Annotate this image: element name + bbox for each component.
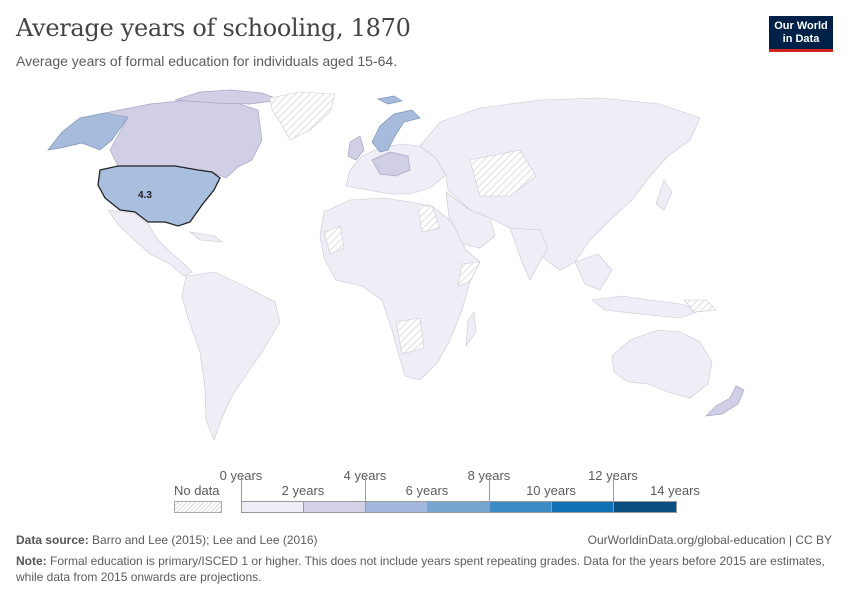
country-madagascar[interactable] [465, 311, 477, 348]
legend-label-12-years: 12 years [588, 468, 638, 483]
legend-tick [365, 476, 366, 501]
legend-label-0-years: 0 years [219, 468, 263, 483]
central-europe[interactable] [371, 151, 411, 177]
logo-line-2: in Data [782, 33, 820, 45]
note-text: Formal education is primary/ISCED 1 or h… [16, 554, 825, 584]
south-america[interactable] [181, 271, 281, 441]
legend-no-data-swatch [174, 501, 222, 513]
caribbean[interactable] [188, 231, 223, 243]
legend-label-14-years: 14 years [650, 483, 700, 498]
legend-bin-4[interactable] [490, 502, 552, 512]
chart-subtitle: Average years of formal education for in… [16, 53, 398, 69]
country-india[interactable] [509, 227, 549, 281]
legend-color-bins [241, 501, 677, 513]
country-greenland[interactable] [269, 91, 336, 141]
indonesia[interactable] [591, 295, 703, 319]
nodata-east-africa[interactable] [457, 261, 481, 287]
legend-no-data-label: No data [174, 483, 220, 498]
nodata-papua[interactable] [683, 299, 717, 313]
country-svalbard[interactable] [376, 95, 403, 105]
legend-bin-2[interactable] [366, 502, 428, 512]
legend-bin-6[interactable] [614, 502, 676, 512]
legend-bin-0[interactable] [242, 502, 304, 512]
legend-bin-1[interactable] [304, 502, 366, 512]
nodata-western-sahara[interactable] [323, 225, 345, 255]
legend-tick [241, 476, 242, 501]
legend-label-10-years: 10 years [526, 483, 576, 498]
footer-url[interactable]: OurWorldinData.org/global-education | CC… [587, 533, 832, 547]
legend-label-6-years: 6 years [405, 483, 449, 498]
chart-title: Average years of schooling, 1870 [16, 14, 411, 42]
country-new-zealand[interactable] [705, 385, 745, 417]
russia-asia[interactable] [419, 97, 701, 271]
usa-value-label: 4.3 [138, 190, 152, 201]
country-australia[interactable] [611, 329, 713, 399]
legend-bin-5[interactable] [552, 502, 614, 512]
legend-label-8-years: 8 years [467, 468, 511, 483]
footer-note: Note: Formal education is primary/ISCED … [16, 553, 831, 585]
africa[interactable] [319, 197, 481, 381]
nodata-central-asia[interactable] [469, 149, 537, 197]
country-united-kingdom[interactable] [347, 135, 365, 161]
country-scandinavia[interactable] [371, 109, 421, 153]
world-map: 4.3 [47, 89, 745, 441]
note-label: Note: [16, 554, 47, 568]
legend-label-2-years: 2 years [281, 483, 325, 498]
legend-label-4-years: 4 years [343, 468, 387, 483]
country-japan[interactable] [655, 179, 673, 211]
southeast-asia[interactable] [574, 253, 613, 291]
source-text[interactable]: Barro and Lee (2015); Lee and Lee (2016) [92, 533, 318, 547]
source-label: Data source: [16, 533, 89, 547]
owid-logo[interactable]: Our World in Data [769, 16, 833, 52]
nodata-libya[interactable] [417, 205, 441, 233]
legend-bin-3[interactable] [428, 502, 490, 512]
footer-source: Data source: Barro and Lee (2015); Lee a… [16, 533, 318, 547]
country-mexico[interactable] [107, 209, 193, 277]
country-united-states[interactable] [97, 165, 221, 227]
logo-line-1: Our World [774, 20, 828, 32]
country-alaska[interactable] [47, 112, 129, 151]
arctic-islands[interactable] [174, 89, 281, 105]
legend-tick [613, 476, 614, 501]
nodata-southern-africa[interactable] [395, 317, 425, 355]
legend-tick [489, 476, 490, 501]
